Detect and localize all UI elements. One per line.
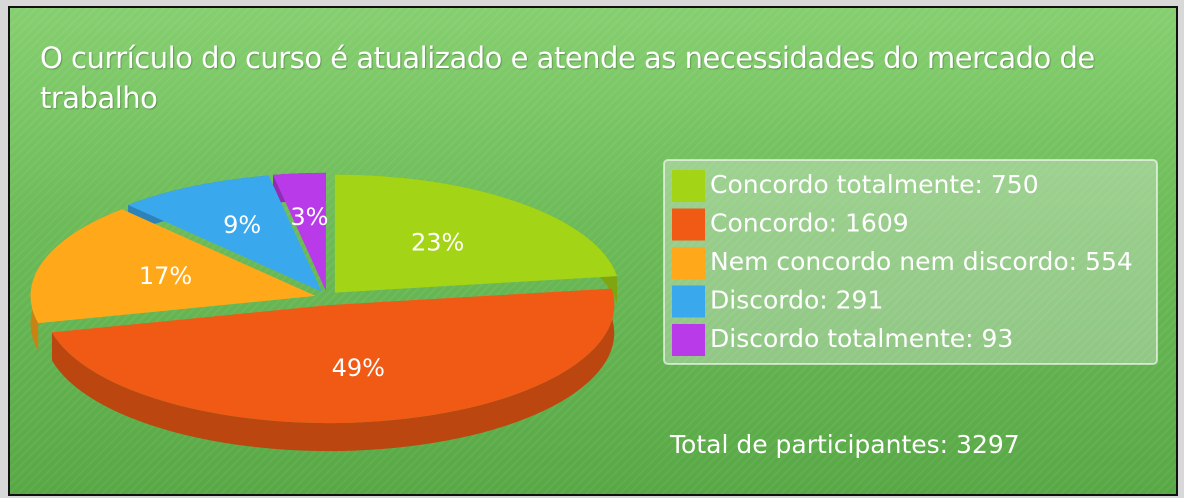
legend-swatch	[672, 285, 705, 318]
data-label: 23%	[411, 229, 464, 257]
legend-box	[663, 159, 1158, 365]
pie-slice	[51, 288, 615, 424]
pie-slice	[30, 209, 316, 324]
legend-label: Concordo totalmente: 750	[710, 170, 1039, 199]
legend-swatch	[672, 324, 705, 356]
legend-label: Nem concordo nem discordo: 554	[710, 247, 1133, 276]
chart-title: O currículo do curso é atualizado e aten…	[40, 41, 1095, 115]
legend-swatch	[672, 247, 705, 279]
total-note: Total de participantes: 3297	[669, 430, 1020, 459]
pie-slice	[128, 175, 322, 292]
legend-label: Discordo totalmente: 93	[710, 324, 1013, 353]
legend-swatch	[672, 170, 705, 202]
pie-slice	[273, 172, 326, 291]
data-label: 49%	[332, 354, 385, 382]
chart-frame: O currículo do curso é atualizado e aten…	[8, 6, 1178, 496]
data-label: 17%	[139, 262, 192, 290]
data-label: 9%	[223, 211, 261, 239]
chart: Total de participantes: 3297 23% 49% 17% 9%…	[30, 159, 1158, 459]
legend-label: Concordo: 1609	[710, 209, 909, 238]
pie-slice	[334, 174, 618, 293]
data-label: 3%	[290, 203, 328, 231]
pie-slice-side	[51, 288, 615, 452]
legend-label: Discordo: 291	[710, 286, 883, 315]
legend-swatch	[672, 208, 705, 241]
